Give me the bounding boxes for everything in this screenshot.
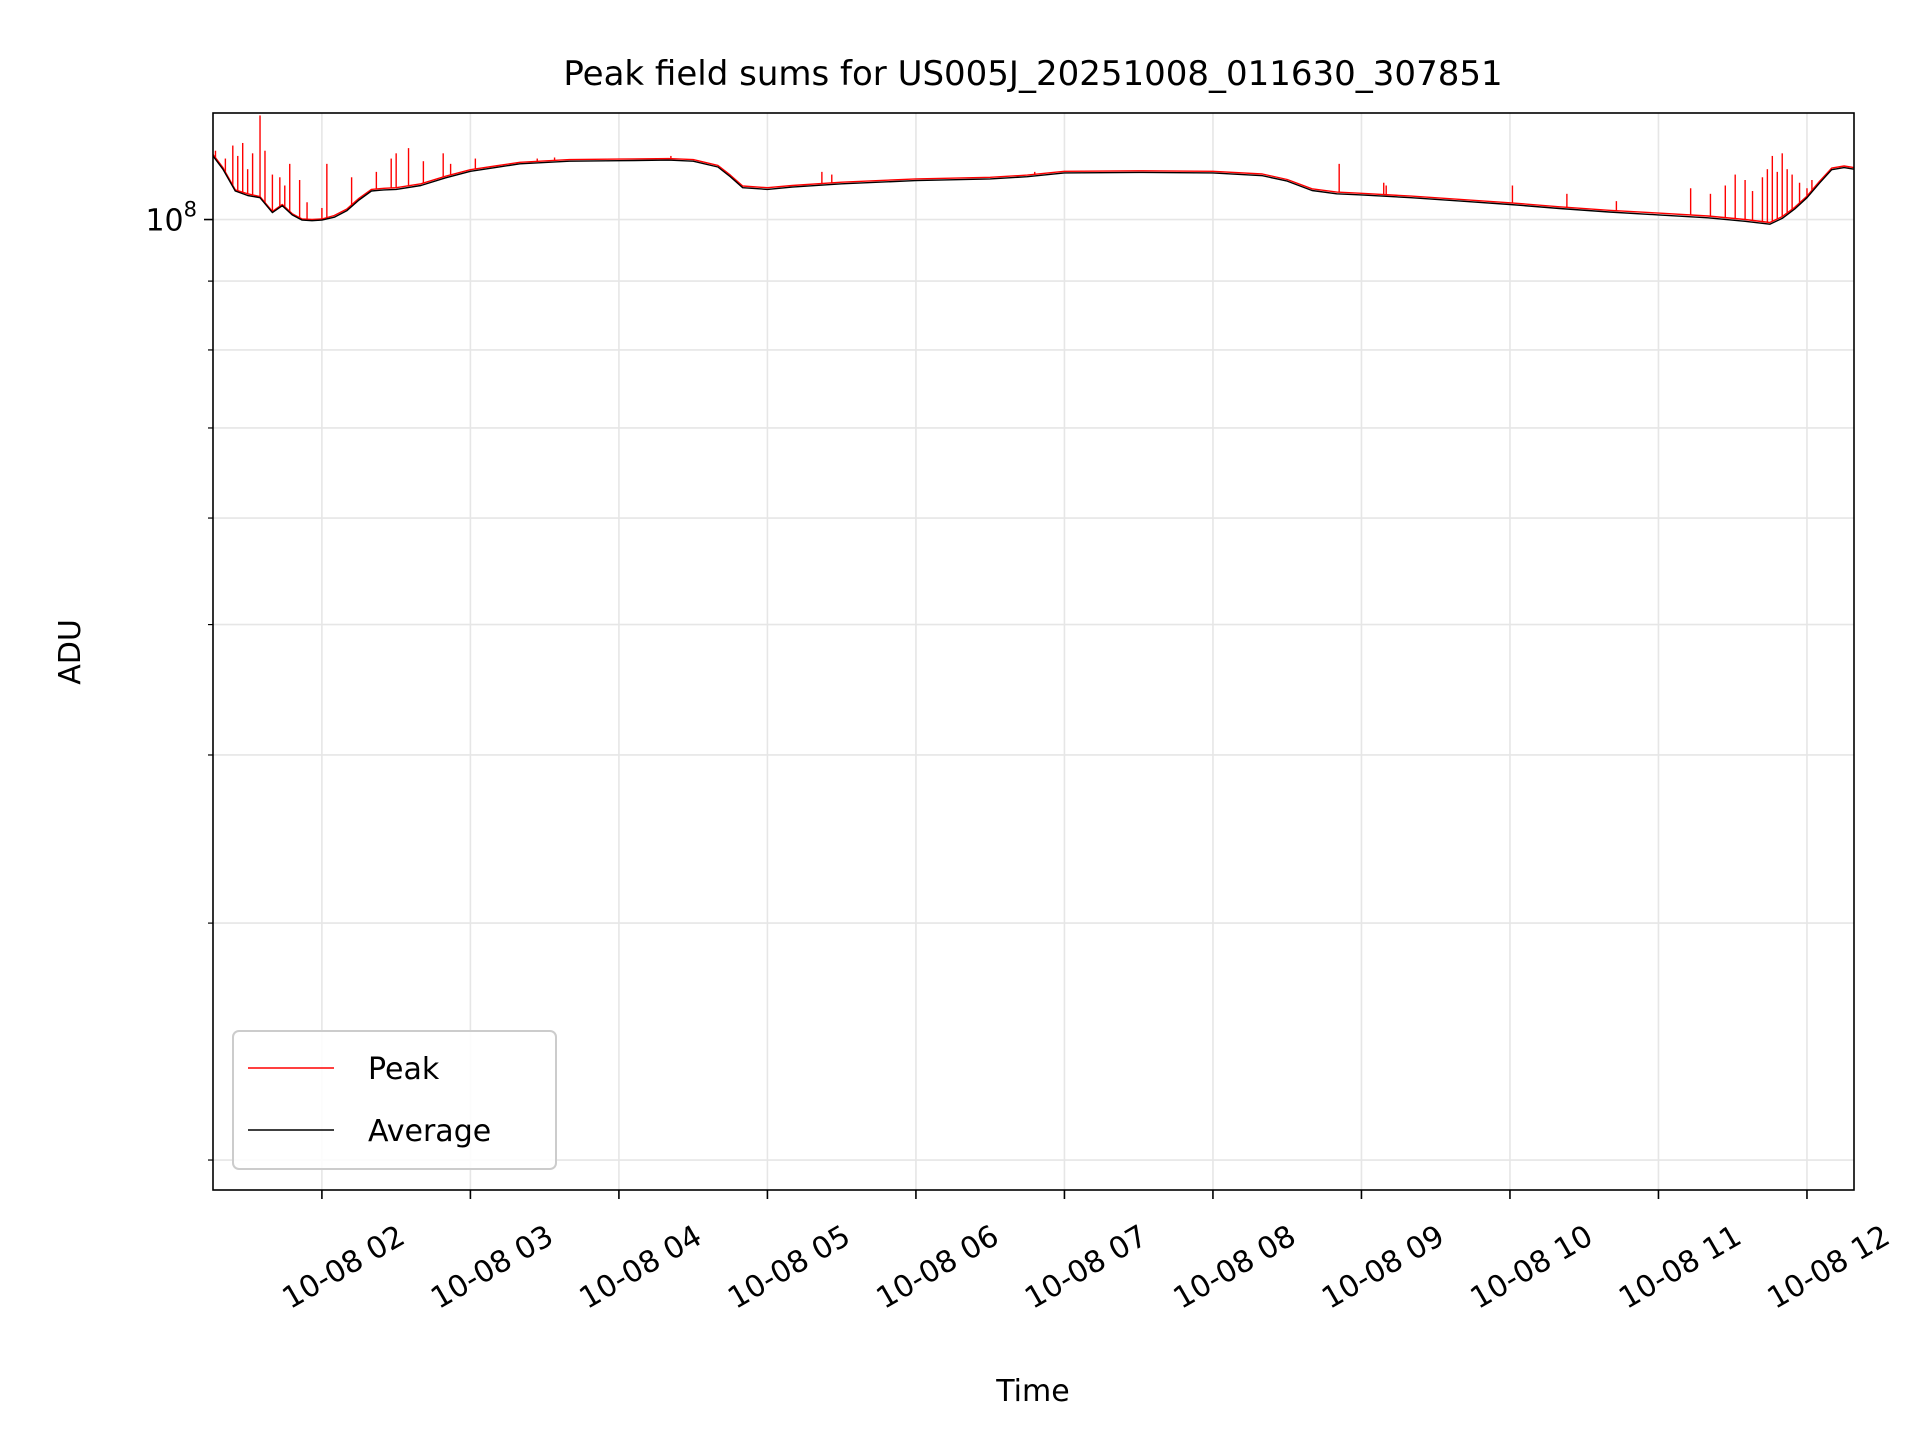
legend: Peak Average	[232, 1030, 557, 1170]
legend-label-average: Average	[368, 1114, 491, 1149]
series-line-peak	[212, 153, 1855, 224]
legend-label-peak: Peak	[368, 1052, 440, 1087]
y-axis-label: ADU	[53, 619, 88, 685]
series-line-average	[212, 155, 1855, 225]
legend-box	[232, 1030, 557, 1170]
chart-title: Peak field sums for US005J_20251008_0116…	[563, 54, 1502, 94]
plot-area	[212, 115, 1855, 225]
plot-frame	[212, 112, 1855, 1191]
x-axis-label: Time	[995, 1374, 1069, 1409]
